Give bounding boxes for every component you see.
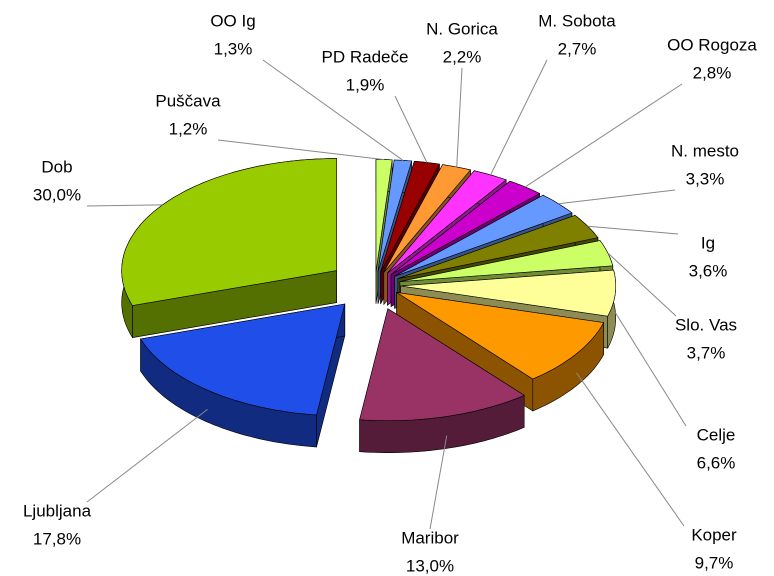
data-label-value: 6,6% (697, 453, 736, 472)
data-label-name: Slo. Vas (675, 315, 737, 334)
data-label-value: 2,8% (693, 63, 732, 82)
leader-line (262, 59, 404, 161)
data-label-value: 13,0% (406, 556, 454, 575)
leader-line (490, 59, 548, 176)
leader-line (576, 372, 685, 527)
leader-line (217, 139, 385, 161)
pie (121, 158, 617, 454)
leader-line (429, 435, 448, 530)
leader-line (587, 225, 679, 235)
leader-line (607, 252, 677, 317)
data-label-value: 2,2% (443, 47, 482, 66)
data-label-value: 30,0% (33, 185, 81, 204)
slice-top (140, 303, 346, 416)
data-label-name: Dob (41, 157, 72, 176)
leader-line (86, 204, 163, 207)
data-label-name: N. mesto (671, 141, 739, 160)
data-label-name: OO Ig (210, 11, 255, 30)
data-label-name: Ig (701, 233, 715, 252)
data-label-value: 1,9% (346, 75, 385, 94)
data-label-name: Celje (697, 425, 736, 444)
data-label-value: 3,6% (689, 261, 728, 280)
data-label-value: 2,7% (558, 39, 597, 58)
data-label-name: OO Rogoza (667, 35, 757, 54)
data-label-value: 9,7% (695, 553, 734, 572)
slice (140, 303, 346, 448)
data-label-value: 3,7% (687, 343, 726, 362)
slice-top (387, 170, 507, 274)
data-label-name: Koper (691, 525, 737, 544)
leader-line (456, 67, 463, 168)
data-label-name: Puščava (155, 91, 221, 110)
slice-top (397, 214, 599, 279)
leader-line (524, 83, 683, 188)
slice (359, 308, 525, 454)
data-label-name: N. Gorica (426, 19, 498, 38)
data-label-name: Maribor (401, 528, 459, 547)
slice-top (396, 292, 605, 380)
slice-top (377, 159, 413, 272)
slice-top (400, 269, 617, 317)
data-label-name: PD Radeče (322, 47, 409, 66)
leader-line (394, 95, 428, 163)
slice-top (390, 180, 541, 275)
data-label-value: 1,2% (169, 119, 208, 138)
leader-line (558, 189, 676, 205)
data-label-value: 3,3% (686, 169, 725, 188)
slice-top (399, 240, 614, 282)
data-label-name: Ljubljana (23, 501, 92, 520)
slice (121, 158, 338, 339)
slice-top (375, 159, 393, 272)
leader-line (86, 408, 208, 503)
data-label-value: 1,3% (214, 39, 253, 58)
leader-line (614, 312, 687, 427)
data-label-name: M. Sobota (538, 11, 616, 30)
slice-top (359, 308, 525, 422)
data-label-value: 17,8% (33, 529, 81, 548)
